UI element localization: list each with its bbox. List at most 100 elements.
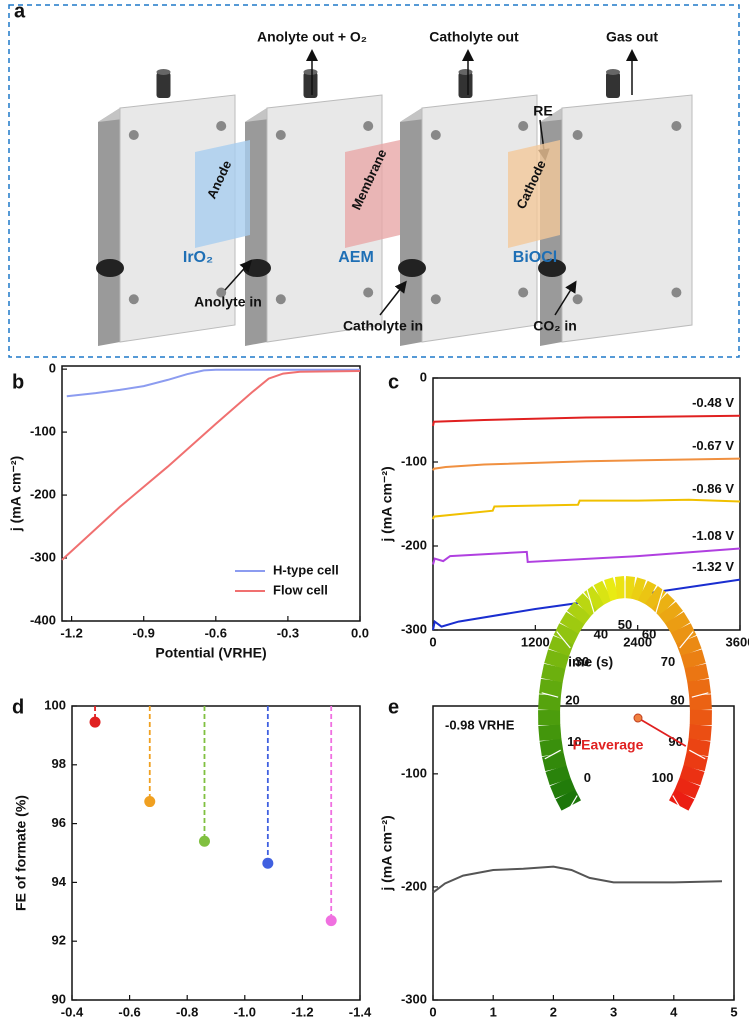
gauge-segment bbox=[539, 678, 563, 697]
series-line bbox=[432, 414, 741, 427]
y-tick-label: 0 bbox=[420, 369, 427, 384]
panel-letter: b bbox=[12, 371, 24, 393]
y-tick-label: 92 bbox=[52, 933, 66, 948]
y-tick-label: -100 bbox=[30, 424, 56, 439]
label: BiOCl bbox=[513, 249, 557, 266]
panel-letter: a bbox=[14, 0, 26, 22]
gauge-tick bbox=[679, 631, 694, 649]
y-tick-label: 94 bbox=[52, 874, 67, 889]
gauge-tick-label: 20 bbox=[565, 692, 579, 707]
y-tick-label: -100 bbox=[401, 765, 427, 780]
bolt-hole bbox=[216, 287, 227, 298]
gauge-segment bbox=[637, 580, 657, 605]
gauge-segment bbox=[559, 611, 586, 634]
bolt-hole bbox=[430, 130, 441, 140]
bolt-hole bbox=[518, 121, 529, 131]
gauge-segment bbox=[644, 586, 667, 610]
y-tick-label: -200 bbox=[401, 537, 427, 552]
plate-side bbox=[400, 108, 422, 346]
bolt-hole bbox=[363, 287, 374, 298]
inlet bbox=[96, 259, 124, 277]
y-tick-label: -300 bbox=[401, 621, 427, 636]
bolt-hole bbox=[430, 294, 441, 305]
gauge-segment bbox=[674, 777, 700, 799]
gauge-segment bbox=[670, 623, 697, 645]
legend-label: Flow cell bbox=[273, 582, 328, 597]
gauge-segment bbox=[548, 635, 574, 657]
x-tick-label: -1.4 bbox=[349, 1004, 372, 1019]
panel-letter: d bbox=[12, 696, 24, 718]
x-tick-label: 2 bbox=[550, 1004, 557, 1019]
gauge-label: FEaverage bbox=[573, 737, 644, 753]
legend-label: H-type cell bbox=[273, 562, 339, 577]
plate-side bbox=[245, 108, 267, 346]
series-line bbox=[432, 498, 741, 520]
point bbox=[325, 915, 337, 927]
tube bbox=[458, 72, 473, 98]
label: RE bbox=[533, 103, 552, 119]
gauge-tick-label: 60 bbox=[642, 627, 656, 642]
label: CO₂ in bbox=[533, 318, 577, 334]
gauge-segment bbox=[686, 738, 711, 757]
point bbox=[198, 835, 210, 847]
point bbox=[262, 857, 274, 869]
x-tick-label: -0.6 bbox=[205, 625, 227, 640]
gauge-segment bbox=[566, 601, 592, 625]
anode-sheet bbox=[195, 140, 250, 248]
gauge-segment bbox=[553, 623, 580, 645]
gauge-segment bbox=[539, 738, 564, 757]
bolt-hole bbox=[363, 121, 374, 131]
gauge-tick bbox=[544, 749, 561, 760]
tube bbox=[156, 72, 171, 98]
y-axis-label: j (mA cm⁻²) bbox=[8, 456, 24, 532]
gauge-segment bbox=[538, 724, 562, 741]
series-label: -1.08 V bbox=[692, 528, 734, 543]
point bbox=[89, 716, 101, 728]
tube bbox=[606, 72, 620, 98]
membrane-sheet bbox=[345, 140, 400, 248]
point bbox=[144, 796, 156, 808]
gauge-segment bbox=[669, 789, 695, 811]
series-label: -1.32 V bbox=[692, 559, 734, 574]
arrow bbox=[554, 280, 577, 316]
bolt-hole bbox=[128, 130, 139, 140]
gauge-segment bbox=[683, 752, 708, 772]
y-tick-label: -300 bbox=[401, 991, 427, 1006]
panel-letter: c bbox=[388, 371, 399, 393]
gauge-segment bbox=[614, 576, 627, 599]
series-line bbox=[432, 547, 741, 565]
x-tick-label: -0.4 bbox=[61, 1004, 84, 1019]
gauge-tick bbox=[556, 631, 571, 649]
x-tick-label: 0.0 bbox=[351, 625, 369, 640]
gauge-segment bbox=[550, 777, 576, 799]
x-tick-label: 3 bbox=[610, 1004, 617, 1019]
arrow bbox=[224, 259, 252, 291]
gauge-tick-label: 30 bbox=[575, 654, 589, 669]
series-line bbox=[61, 370, 361, 561]
label: AEM bbox=[338, 249, 374, 266]
gauge-segment bbox=[538, 694, 561, 711]
gauge-segment bbox=[583, 586, 606, 610]
x-tick-label: 4 bbox=[670, 1004, 678, 1019]
cathode-sheet bbox=[508, 140, 560, 248]
plate-side bbox=[98, 108, 120, 346]
x-tick-label: -0.9 bbox=[133, 625, 155, 640]
x-tick-label: 0 bbox=[429, 634, 436, 649]
gauge-segment bbox=[630, 577, 646, 602]
gauge-segment bbox=[623, 576, 636, 599]
y-tick-label: -100 bbox=[401, 453, 427, 468]
annotation: -0.98 VRHE bbox=[445, 717, 515, 732]
x-tick-label: 5 bbox=[730, 1004, 737, 1019]
y-axis-label: j (mA cm⁻²) bbox=[379, 466, 395, 542]
y-tick-label: 90 bbox=[52, 991, 66, 1006]
bolt-hole bbox=[671, 287, 682, 298]
x-axis-label: Potential (VRHE) bbox=[155, 645, 266, 661]
tube-end bbox=[303, 69, 318, 75]
gauge-tick bbox=[691, 692, 709, 698]
gauge-segment bbox=[680, 649, 706, 670]
tube-end bbox=[156, 69, 171, 75]
gauge-tick bbox=[689, 749, 706, 760]
series-line bbox=[432, 457, 741, 471]
